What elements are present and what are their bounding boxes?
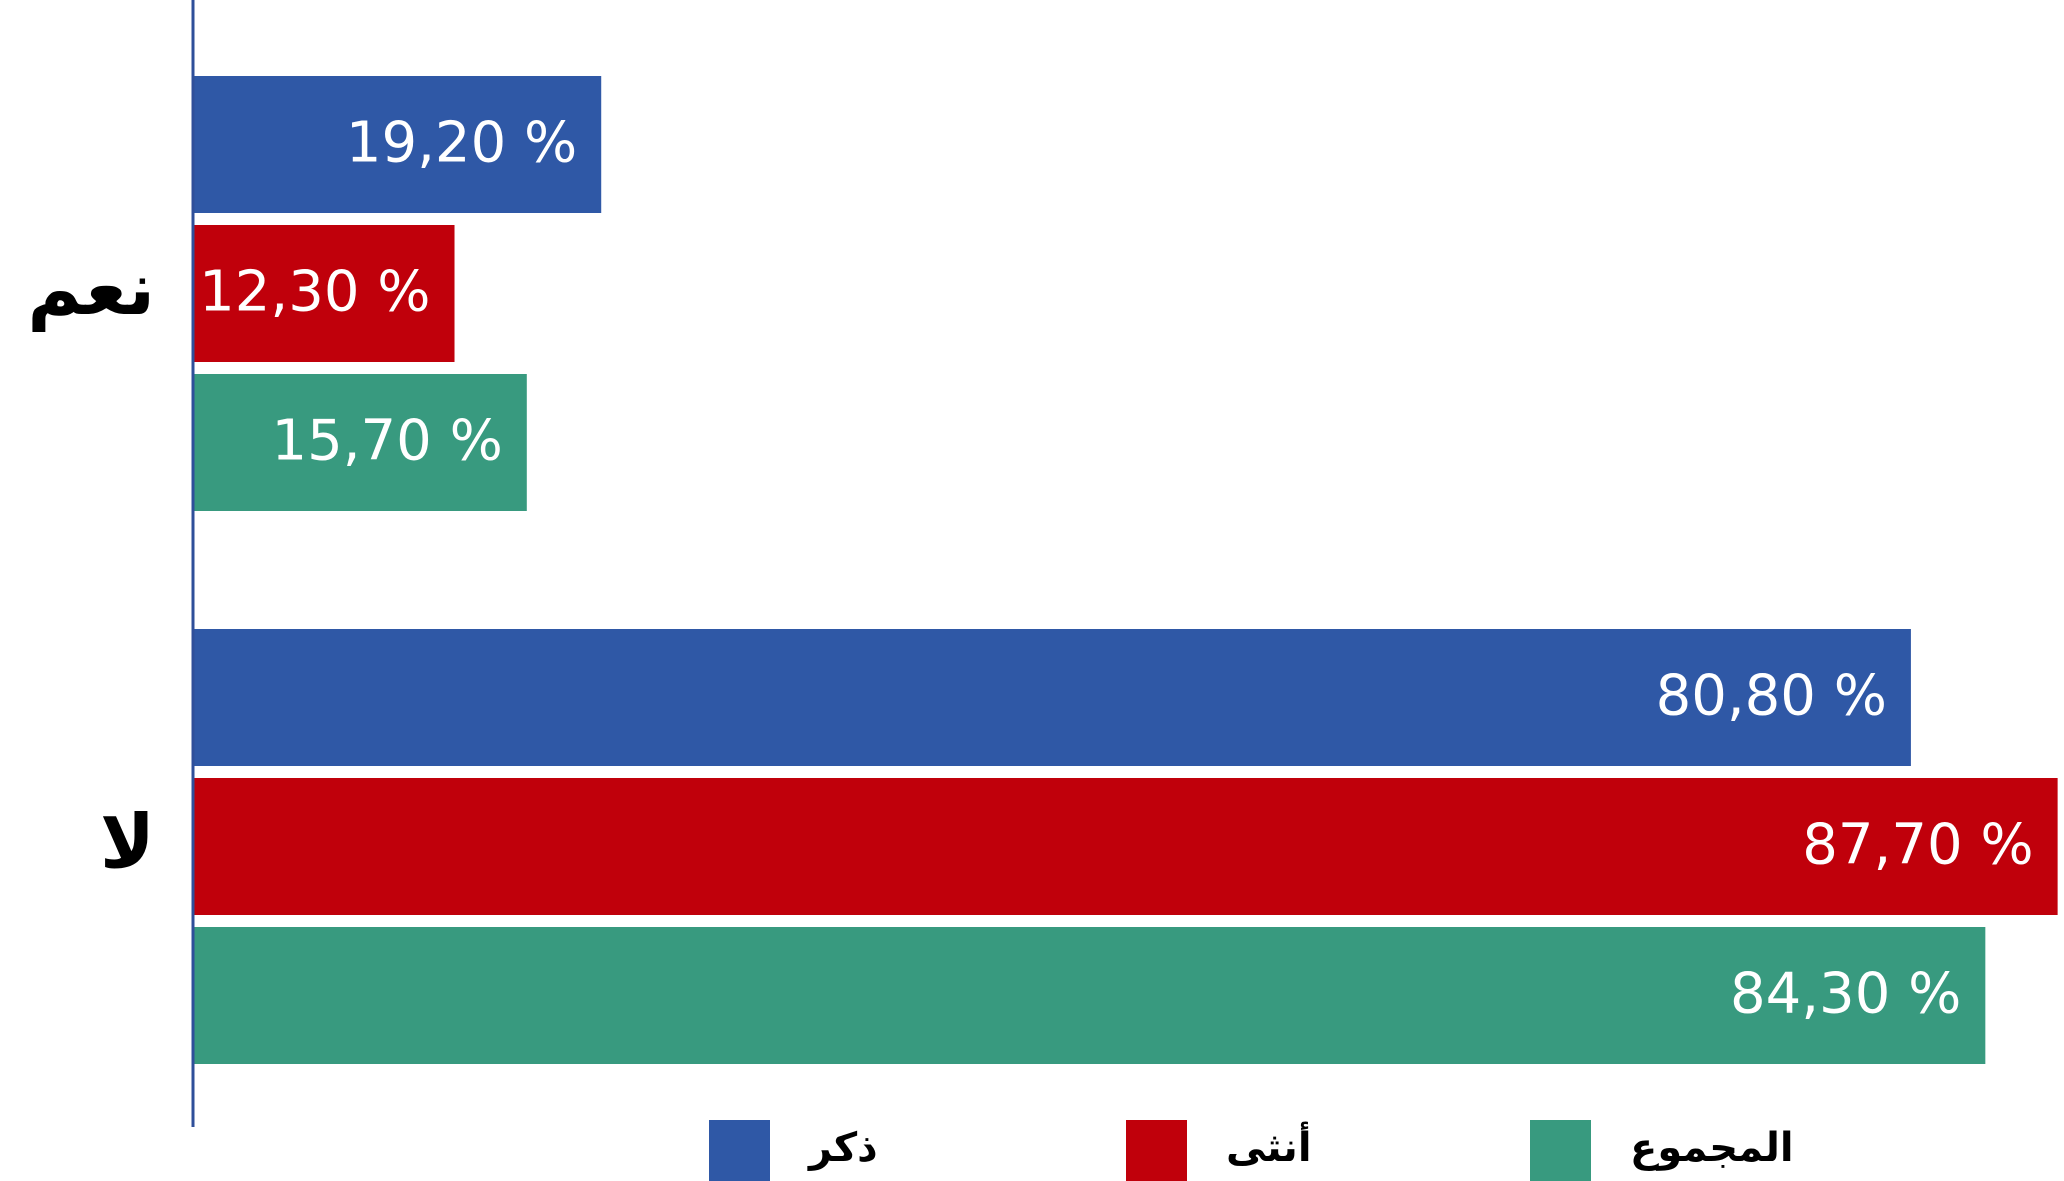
value-label: 12,30 % — [199, 260, 430, 325]
legend-swatch — [709, 1120, 770, 1181]
legend-label: أنثى — [1226, 1121, 1312, 1171]
bar — [193, 778, 2058, 915]
category-label: نعم — [27, 246, 155, 332]
value-label: 19,20 % — [346, 111, 577, 176]
value-label: 87,70 % — [1802, 813, 2033, 878]
bar — [193, 629, 1911, 766]
value-label: 15,70 % — [271, 409, 502, 474]
legend-label: المجموع — [1630, 1125, 1794, 1171]
bar — [193, 225, 455, 362]
value-label: 80,80 % — [1656, 664, 1887, 729]
value-label: 84,30 % — [1730, 962, 1961, 1027]
bar — [193, 76, 602, 213]
legend-label: ذكر — [807, 1125, 878, 1171]
bar — [193, 374, 527, 511]
legend-swatch — [1126, 1120, 1187, 1181]
category-label: لا — [100, 799, 155, 885]
legend-swatch — [1530, 1120, 1591, 1181]
bar — [193, 927, 1986, 1064]
